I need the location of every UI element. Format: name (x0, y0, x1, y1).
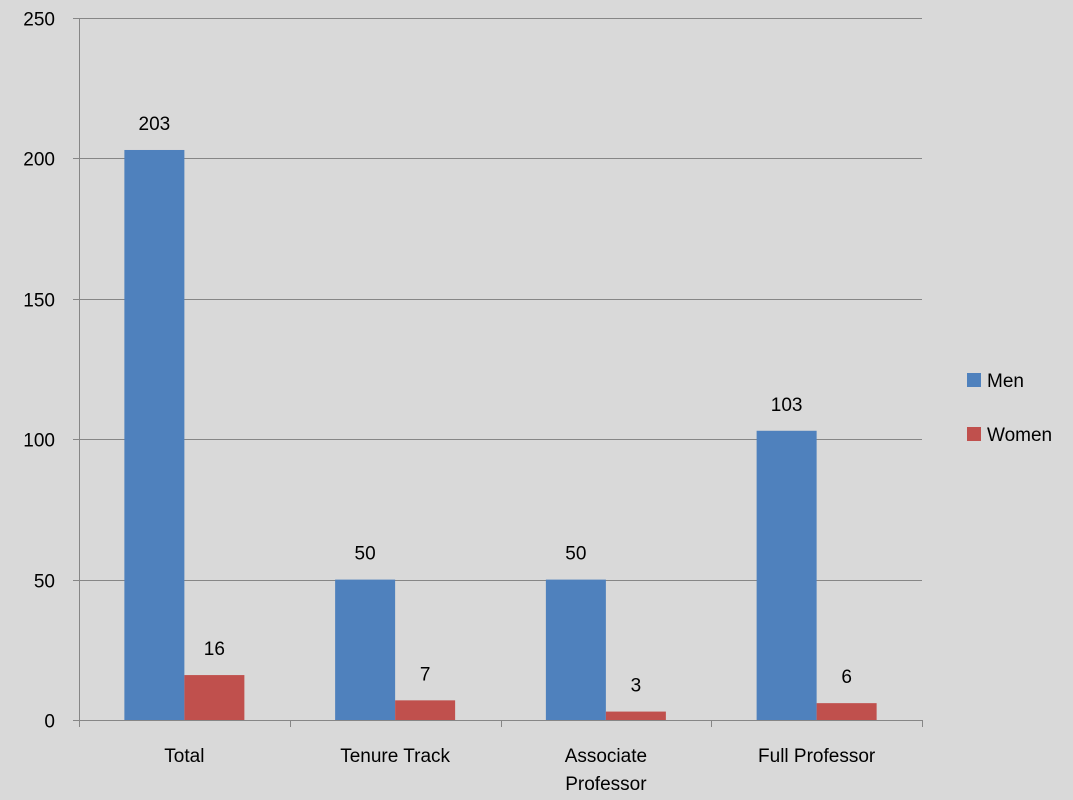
labels: 0 50 100 150 200 250 203 16 Total 50 7 Tenure Track… (23, 10, 876, 796)
category-label: Full Professor (758, 746, 876, 767)
bar-men-1 (335, 579, 396, 720)
data-label: 7 (420, 664, 431, 685)
y-tick-label: 200 (23, 150, 55, 171)
bars (124, 149, 877, 720)
bar-women-1 (395, 700, 456, 720)
category-label: Tenure Track (340, 746, 450, 767)
data-label: 16 (204, 639, 225, 660)
axes (73, 18, 923, 727)
data-label: 50 (565, 544, 586, 565)
data-label: 50 (355, 544, 376, 565)
bar-men-2 (545, 579, 606, 720)
y-tick-label: 0 (44, 712, 55, 733)
category-label: Total (164, 746, 204, 767)
legend-label-women: Women (987, 425, 1052, 446)
bar-women-2 (605, 711, 666, 720)
data-label: 3 (631, 676, 642, 697)
bar-women-3 (816, 703, 877, 720)
y-tick-label: 150 (23, 291, 55, 312)
bar-men-0 (124, 149, 185, 720)
y-tick-label: 100 (23, 431, 55, 452)
legend-swatch-men (967, 373, 981, 387)
category-label: Associate Professor (565, 746, 648, 795)
y-tick-label: 250 (23, 10, 55, 31)
data-label: 103 (771, 395, 803, 416)
y-tick-label: 50 (34, 572, 55, 593)
data-label: 6 (841, 667, 852, 688)
bar-women-0 (184, 675, 245, 720)
data-label: 203 (139, 114, 171, 135)
bar-men-3 (756, 430, 817, 720)
legend-label-men: Men (987, 371, 1024, 392)
legend: Men Women (967, 371, 1052, 446)
legend-swatch-women (967, 427, 981, 441)
